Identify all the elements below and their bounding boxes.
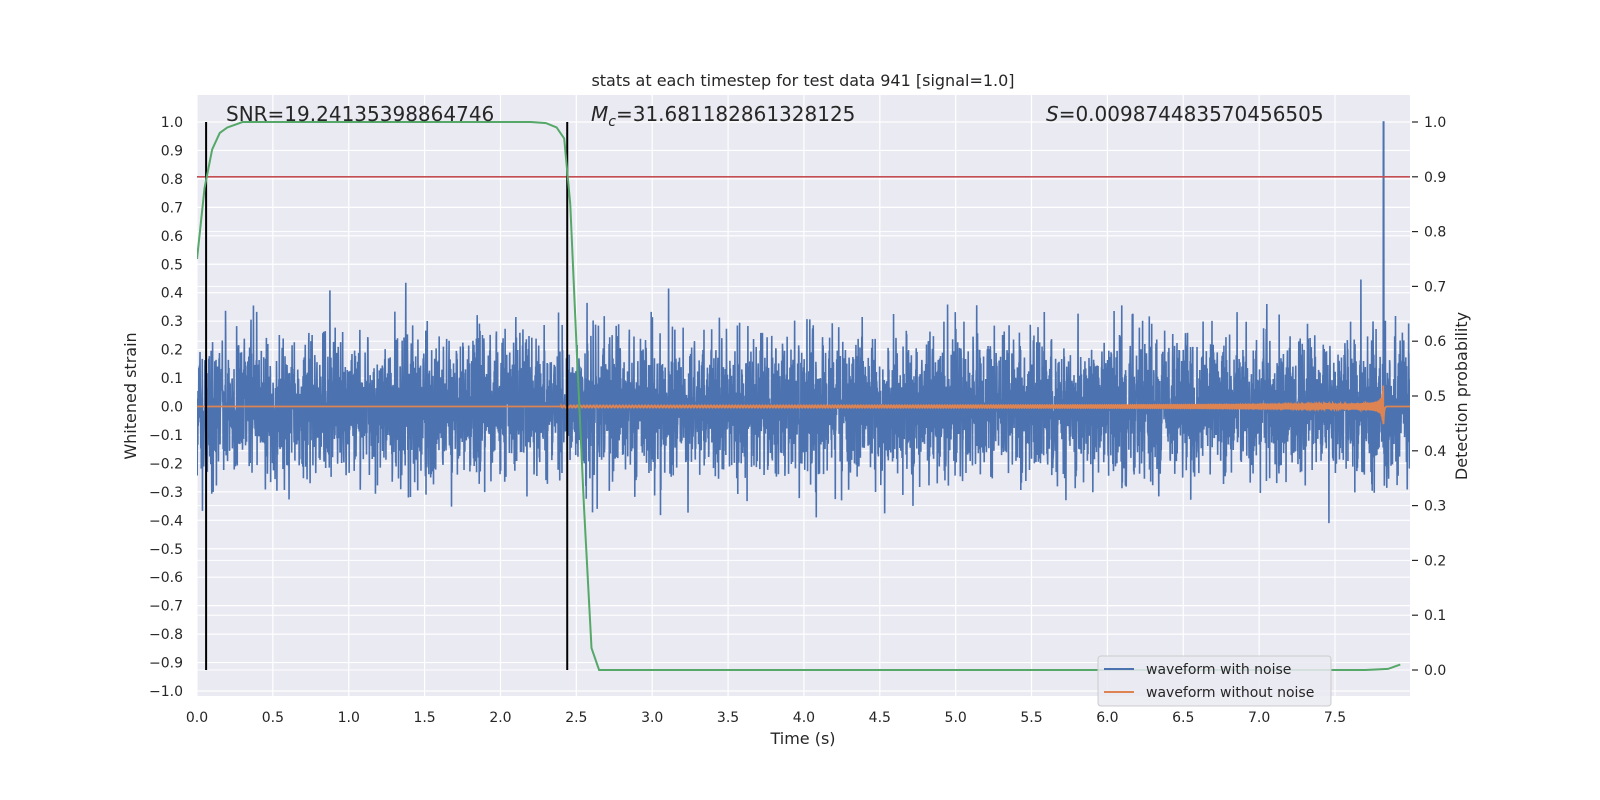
- y2-tick-label: 0.9: [1424, 170, 1446, 186]
- series-detection-probability: [197, 121, 1401, 671]
- y-tick-label: 0.8: [161, 172, 183, 188]
- legend: waveform with noise waveform without noi…: [1097, 655, 1332, 707]
- series-waveform-with-noise: [197, 121, 1410, 524]
- y-tick-label: 0.4: [161, 286, 183, 302]
- y2-tick-label: 0.1: [1424, 608, 1446, 624]
- y-tick-label: 0.3: [161, 314, 183, 330]
- y2-tick-label: 0.7: [1424, 279, 1446, 295]
- x-axis-label: Time (s): [769, 729, 835, 748]
- y2-axis-label: Detection probability: [1452, 312, 1471, 480]
- x-tick-label: 1.0: [338, 710, 360, 726]
- y2-tick-label: 0.4: [1424, 444, 1446, 460]
- x-tick-label: 5.5: [1020, 710, 1042, 726]
- legend-box: [1097, 655, 1332, 707]
- y2-tick-label: 0.0: [1424, 663, 1446, 679]
- x-tick-label: 4.0: [793, 710, 815, 726]
- y2-axis: 1.0 0.9 0.8 0.7 0.6 0.5 0.4 0.3 0.2 0.1 0.0: [1412, 115, 1446, 679]
- x-tick-label: 5.0: [945, 710, 967, 726]
- y2-tick-label: 0.8: [1424, 225, 1446, 241]
- x-tick-label: 0.0: [186, 710, 208, 726]
- x-tick-label: 3.5: [717, 710, 739, 726]
- y-tick-label: −0.3: [149, 485, 183, 501]
- y-tick-label: −0.5: [149, 542, 183, 558]
- y-tick-label: −0.4: [149, 513, 183, 529]
- y-tick-label: −0.7: [149, 599, 183, 615]
- legend-entry-clean: waveform without noise: [1146, 685, 1314, 701]
- series-waveform-without-noise: [197, 385, 1410, 425]
- x-tick-label: 4.5: [869, 710, 891, 726]
- chirp-mass-value: =31.681182861328125: [616, 102, 855, 126]
- legend-entry-noise: waveform with noise: [1146, 662, 1291, 678]
- x-tick-label: 6.0: [1096, 710, 1118, 726]
- y-tick-label: 0.6: [161, 229, 183, 245]
- y-tick-label: 0.1: [161, 371, 183, 387]
- series-layer: [197, 121, 1410, 671]
- s-value: =0.009874483570456505: [1059, 102, 1324, 126]
- y-axis-label: Whitened strain: [121, 332, 140, 459]
- y-tick-label: −0.2: [149, 456, 183, 472]
- y-tick-label: −0.6: [149, 570, 183, 586]
- y-tick-label: −0.8: [149, 627, 183, 643]
- snr-annotation: SNR=19.24135398864746: [226, 102, 494, 126]
- y-tick-label: 0.0: [161, 400, 183, 416]
- s-annotation: S=0.009874483570456505: [1046, 102, 1324, 126]
- x-tick-label: 2.5: [565, 710, 587, 726]
- x-tick-label: 0.5: [262, 710, 284, 726]
- x-axis: 0.0 0.5 1.0 1.5 2.0 2.5 3.0 3.5 4.0 4.5 5.0 5.5 6.0 6…: [186, 710, 1346, 726]
- y2-tick-label: 0.6: [1424, 334, 1446, 350]
- y-tick-label: 0.5: [161, 257, 183, 273]
- x-tick-label: 7.5: [1324, 710, 1346, 726]
- y-axis: 1.0 0.9 0.8 0.7 0.6 0.5 0.4 0.3 0.2 0.1 0.0 −0.1 −0.…: [149, 115, 183, 700]
- y2-tick-label: 0.3: [1424, 499, 1446, 515]
- x-tick-label: 6.5: [1172, 710, 1194, 726]
- y-tick-label: −0.9: [149, 656, 183, 672]
- y2-tick-label: 0.2: [1424, 553, 1446, 569]
- x-tick-label: 1.5: [413, 710, 435, 726]
- y-tick-label: 0.2: [161, 343, 183, 359]
- y2-tick-label: 1.0: [1424, 115, 1446, 131]
- x-tick-label: 2.0: [489, 710, 511, 726]
- y-tick-label: 0.7: [161, 200, 183, 216]
- y-tick-label: −1.0: [149, 684, 183, 700]
- chirp-mass-annotation: Mc=31.681182861328125: [591, 102, 855, 130]
- y-tick-label: 0.9: [161, 143, 183, 159]
- y-tick-label: 1.0: [161, 115, 183, 131]
- y2-tick-label: 0.5: [1424, 389, 1446, 405]
- chart-title: stats at each timestep for test data 941…: [591, 71, 1014, 90]
- x-tick-label: 3.0: [641, 710, 663, 726]
- y-tick-label: −0.1: [149, 428, 183, 444]
- x-tick-label: 7.0: [1248, 710, 1270, 726]
